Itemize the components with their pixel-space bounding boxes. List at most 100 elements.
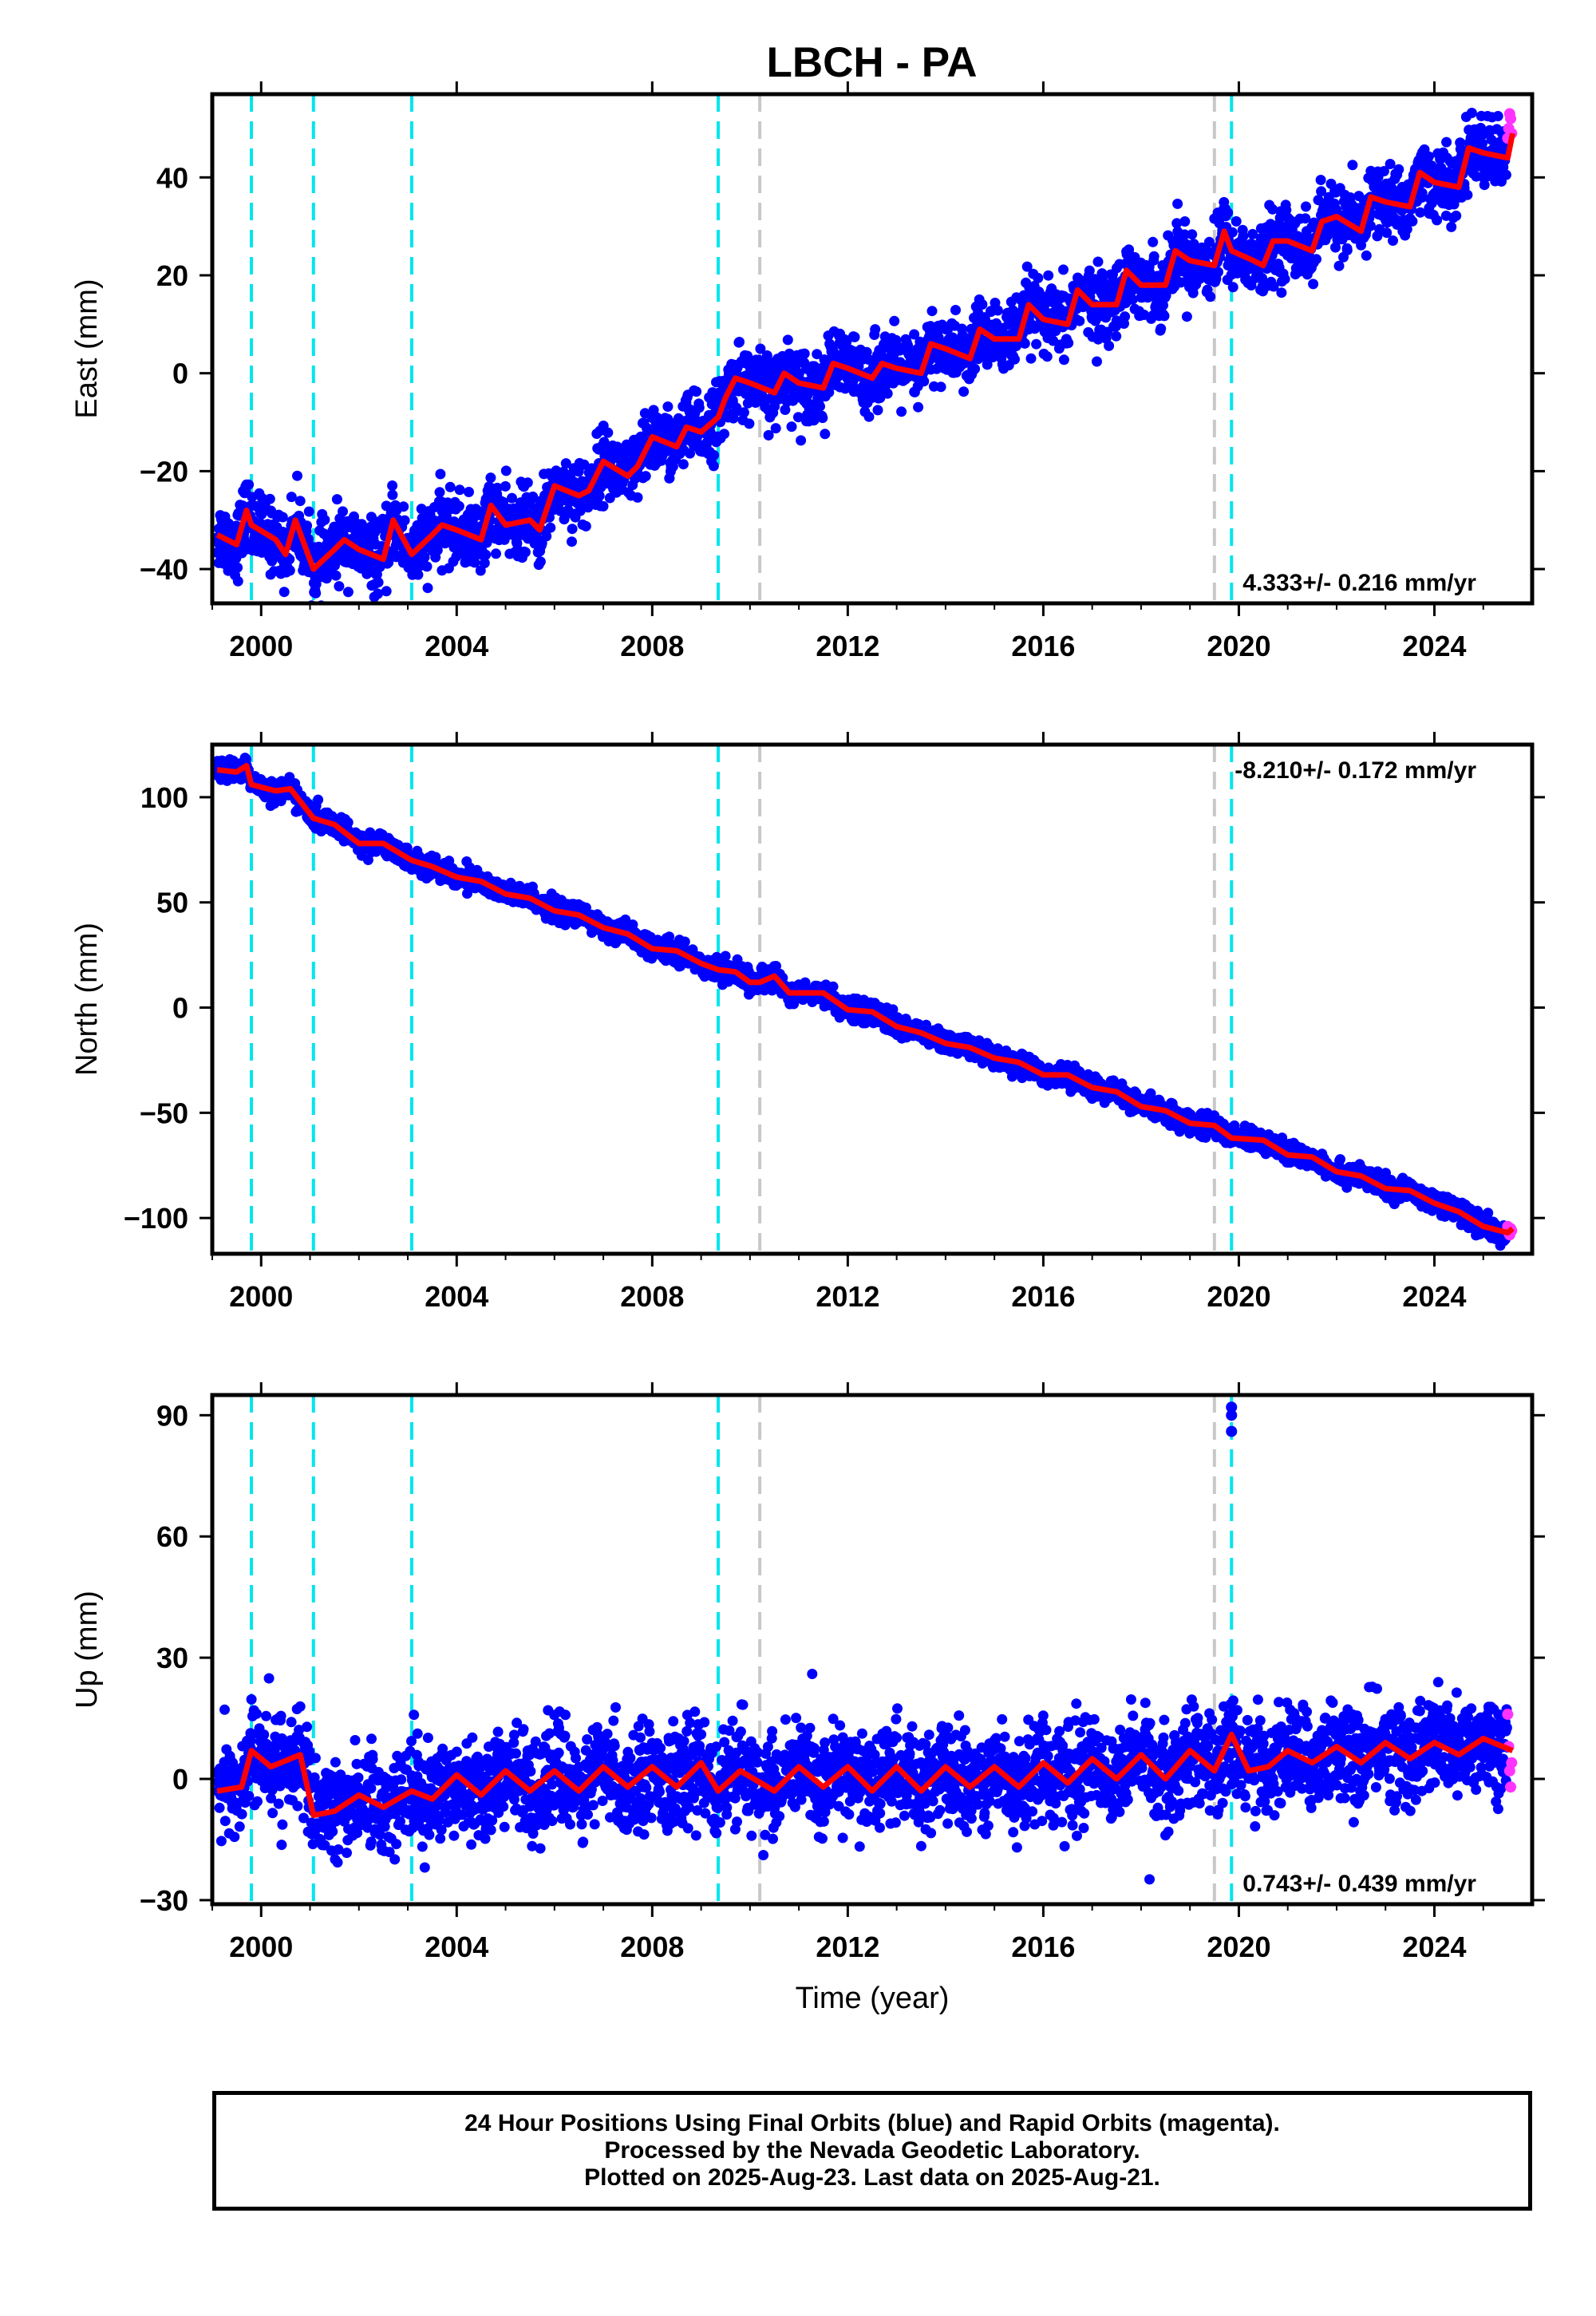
north-plot-area (212, 745, 1518, 1254)
data-point (678, 459, 689, 470)
data-point (560, 458, 571, 469)
data-point (302, 520, 313, 532)
data-point (1127, 294, 1138, 305)
data-point (849, 331, 860, 342)
data-point (602, 427, 614, 438)
y-tick-label: 0 (172, 358, 188, 390)
data-point (373, 588, 383, 599)
east-panel: 2000 2004 2008 2012 2016 2020 2024−40−2002040E… (70, 81, 1545, 662)
data-point (828, 981, 839, 992)
data-point (1308, 279, 1319, 290)
data-point (1098, 277, 1109, 288)
data-point (1500, 169, 1511, 180)
data-point (896, 406, 907, 417)
data-point (1416, 188, 1428, 199)
east-rapid-orbit-points (1502, 108, 1518, 144)
data-point (933, 332, 944, 343)
data-point (321, 573, 332, 584)
data-point (491, 548, 501, 559)
data-point (1092, 356, 1102, 367)
data-point (310, 587, 322, 599)
data-point (640, 471, 651, 482)
data-point (1205, 291, 1216, 302)
data-point (1019, 338, 1030, 349)
data-point (1446, 221, 1457, 232)
data-point (1276, 287, 1287, 298)
data-point (481, 537, 492, 548)
data-point (421, 561, 433, 572)
data-point (469, 557, 480, 568)
east-model-line (215, 132, 1515, 572)
data-point (808, 415, 820, 426)
data-point (286, 492, 297, 503)
east-frame (210, 92, 1535, 606)
north-panel: 2000 2004 2008 2012 2016 2020 2024−100−5005010… (70, 732, 1545, 1313)
data-point (567, 524, 578, 535)
y-tick-label: −40 (140, 553, 188, 586)
data-point (958, 386, 970, 397)
data-point (342, 817, 354, 828)
data-point (1451, 210, 1462, 221)
x-tick-label: 2004 (425, 630, 488, 662)
data-point (1187, 229, 1198, 240)
data-point (1213, 267, 1223, 278)
data-point (519, 547, 531, 558)
data-point (480, 549, 492, 560)
data-point (373, 577, 384, 588)
data-point (567, 536, 577, 547)
data-point (387, 480, 398, 491)
data-point (1179, 216, 1191, 227)
data-point (903, 340, 914, 351)
data-point (820, 429, 831, 440)
data-point (1477, 138, 1487, 149)
data-point (453, 500, 464, 512)
data-point (594, 490, 605, 501)
data-point (1074, 315, 1085, 326)
data-point (1227, 282, 1238, 293)
data-point (992, 305, 1003, 316)
data-point (1111, 330, 1122, 342)
data-point (1223, 207, 1234, 218)
data-point (1300, 213, 1311, 224)
data-point (882, 388, 893, 399)
data-point (330, 570, 342, 581)
data-point (313, 794, 324, 805)
data-point (792, 412, 804, 423)
data-point (1179, 229, 1190, 240)
data-point (1479, 180, 1490, 191)
data-point (1231, 215, 1242, 227)
data-point (1341, 245, 1353, 255)
data-point (1104, 340, 1115, 351)
data-point (485, 472, 496, 484)
data-point (306, 617, 316, 627)
data-point (342, 587, 354, 598)
data-point (935, 381, 946, 393)
data-point (812, 349, 823, 360)
data-point (500, 480, 511, 492)
data-point (1466, 108, 1477, 118)
data-point (950, 305, 961, 315)
data-point (918, 376, 930, 387)
data-point (863, 411, 875, 422)
data-point (1058, 264, 1069, 275)
data-point (419, 551, 430, 563)
data-point (815, 401, 825, 412)
chart-title: LBCH - PA (766, 39, 978, 86)
data-point (243, 479, 255, 490)
data-point (1097, 269, 1108, 280)
data-point (1426, 198, 1437, 209)
data-point (870, 324, 881, 335)
data-point (1333, 260, 1345, 271)
data-point (1172, 198, 1183, 209)
data-point (1058, 354, 1069, 366)
data-point (522, 477, 533, 488)
data-point (492, 482, 503, 493)
data-point (782, 334, 793, 346)
x-tick-label: 2020 (1207, 630, 1270, 662)
data-point (303, 506, 314, 517)
data-point (398, 501, 409, 512)
data-point (662, 413, 674, 425)
data-point (331, 494, 342, 505)
data-point (1159, 310, 1170, 322)
data-point (780, 405, 791, 415)
